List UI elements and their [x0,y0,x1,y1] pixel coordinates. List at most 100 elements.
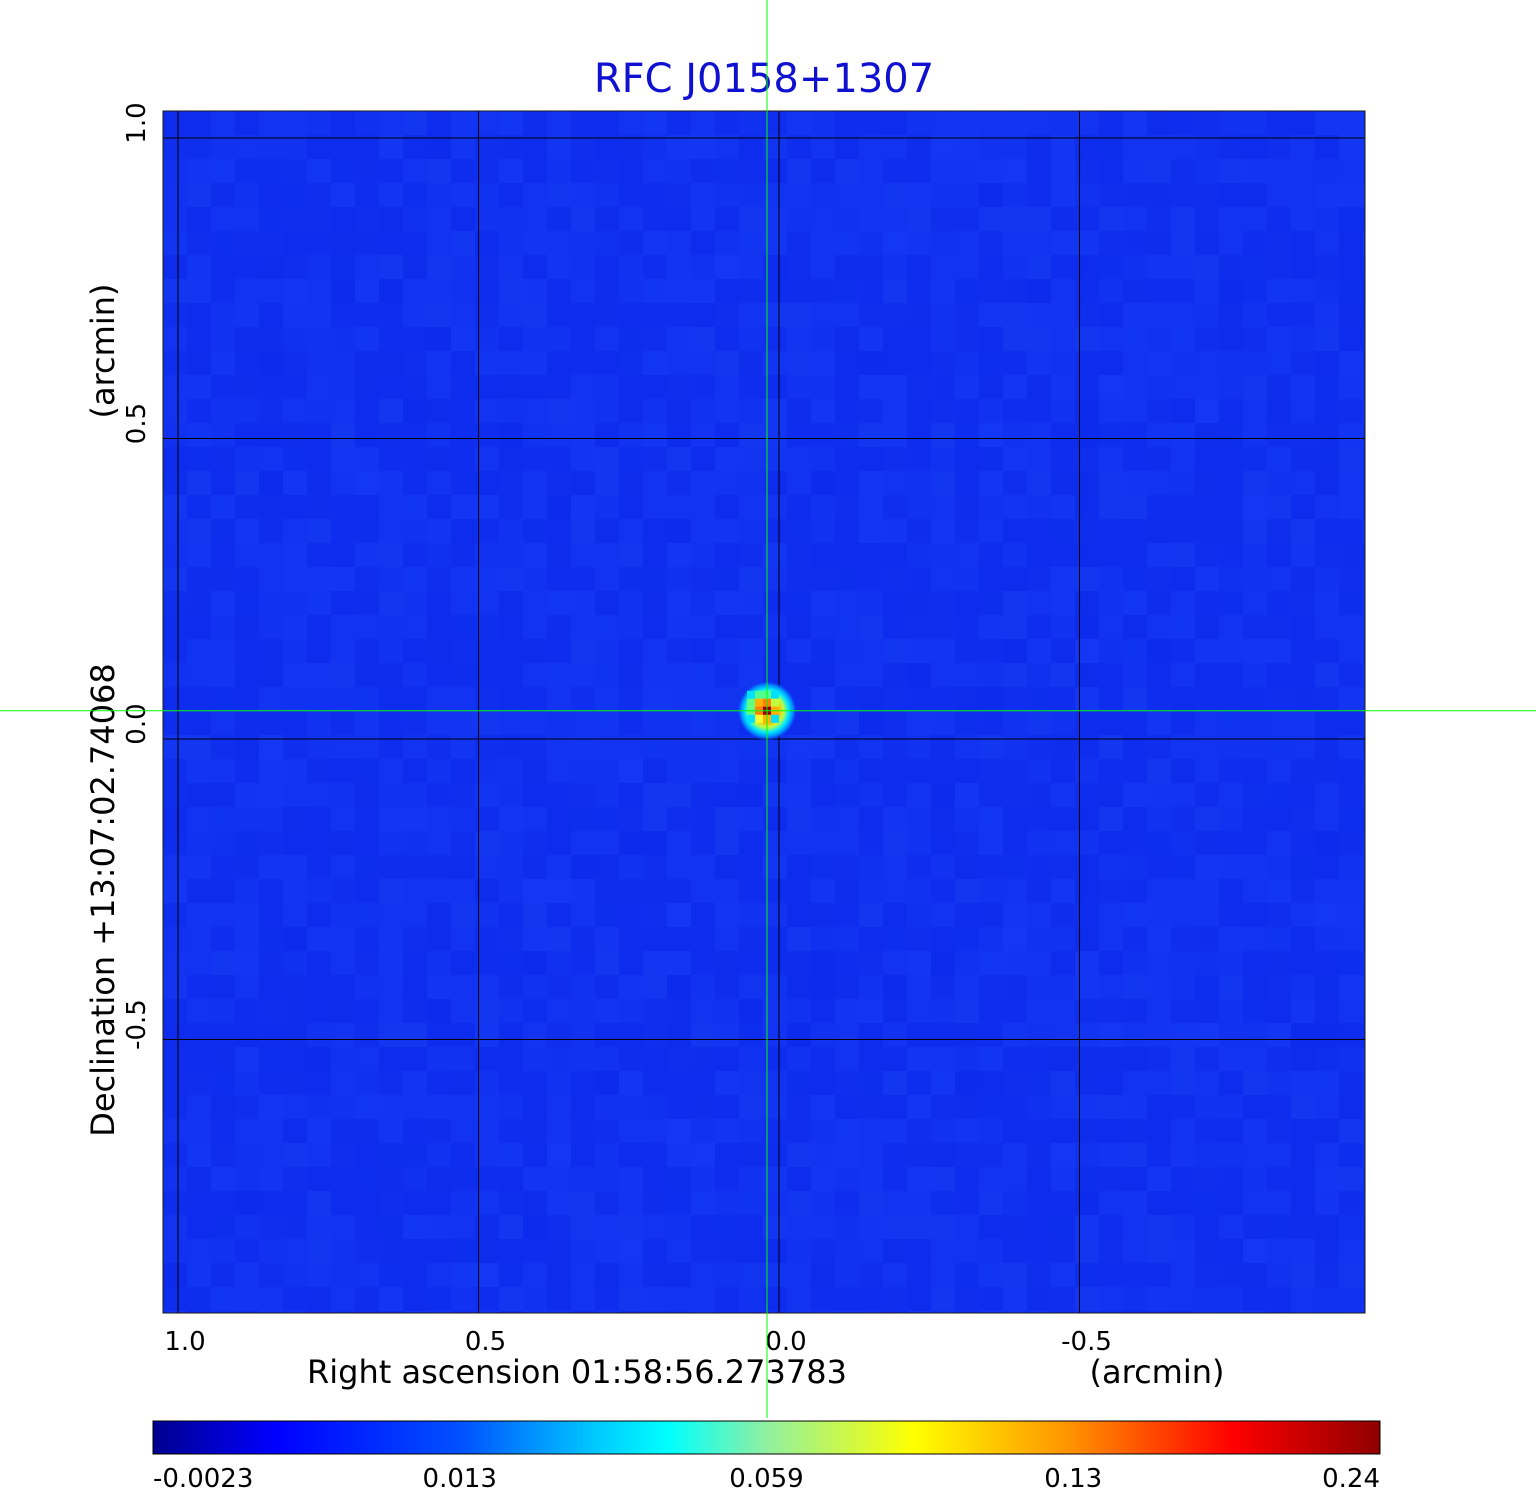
map-pixel [403,1287,427,1311]
map-pixel [1243,927,1267,951]
map-pixel [1315,927,1339,951]
map-pixel [379,639,403,663]
map-pixel [523,183,547,207]
map-pixel [1123,255,1147,279]
map-pixel [1003,1071,1027,1095]
map-pixel [1171,567,1195,591]
map-pixel [1051,495,1075,519]
map-pixel [1243,255,1267,279]
map-pixel [619,783,643,807]
map-pixel [355,1143,379,1167]
map-pixel [1291,375,1315,399]
map-pixel [1315,1239,1339,1263]
map-pixel [187,207,211,231]
map-pixel [355,111,379,135]
map-pixel [979,1191,1003,1215]
map-pixel [859,663,883,687]
map-pixel [307,543,331,567]
map-pixel [787,1311,811,1313]
map-pixel [1051,183,1075,207]
map-pixel [883,615,907,639]
map-pixel [787,927,811,951]
map-pixel [955,639,979,663]
map-pixel [523,711,547,735]
map-pixel [1219,639,1243,663]
map-pixel [883,927,907,951]
map-pixel [259,1263,283,1287]
map-pixel [1147,807,1171,831]
map-pixel [715,1047,739,1071]
map-pixel [715,135,739,159]
map-pixel [955,423,979,447]
map-pixel [1147,231,1171,255]
map-pixel [1243,831,1267,855]
map-pixel [547,783,571,807]
map-pixel [643,855,667,879]
map-pixel [1147,135,1171,159]
map-pixel [1195,687,1219,711]
map-pixel [331,663,355,687]
map-pixel [1027,423,1051,447]
map-pixel [739,567,763,591]
map-pixel [283,567,307,591]
map-pixel [739,183,763,207]
map-pixel [403,567,427,591]
map-pixel [571,447,595,471]
map-pixel [1195,783,1219,807]
map-pixel [907,999,931,1023]
map-pixel [163,567,187,591]
map-pixel [571,591,595,615]
map-pixel [1243,1191,1267,1215]
map-pixel [235,1047,259,1071]
map-pixel [1099,135,1123,159]
map-pixel [1291,543,1315,567]
map-pixel [235,327,259,351]
map-pixel [1291,879,1315,903]
map-pixel [1219,399,1243,423]
map-pixel [547,879,571,903]
map-pixel [643,639,667,663]
map-pixel [715,375,739,399]
map-pixel [1099,1047,1123,1071]
map-pixel [1243,471,1267,495]
map-pixel [1075,423,1099,447]
map-pixel [811,711,835,735]
map-pixel [739,447,763,471]
map-pixel [1219,1215,1243,1239]
map-pixel [1291,327,1315,351]
map-pixel [163,1215,187,1239]
map-pixel [1363,1071,1365,1095]
map-pixel [331,855,355,879]
map-pixel [523,663,547,687]
map-pixel [1291,111,1315,135]
map-pixel [619,1167,643,1191]
map-pixel [739,1047,763,1071]
map-pixel [619,111,643,135]
map-pixel [163,1167,187,1191]
map-pixel [907,567,931,591]
map-pixel [883,159,907,183]
map-pixel [1363,135,1365,159]
map-pixel [283,855,307,879]
map-pixel [379,759,403,783]
map-pixel [331,543,355,567]
map-pixel [1363,447,1365,471]
map-pixel [331,1215,355,1239]
map-pixel [907,855,931,879]
map-pixel [451,231,475,255]
map-pixel [187,711,211,735]
map-pixel [307,1215,331,1239]
map-pixel [1171,1287,1195,1311]
map-pixel [547,183,571,207]
map-pixel [1195,1047,1219,1071]
map-pixel [1051,303,1075,327]
map-pixel [1339,807,1363,831]
map-pixel [979,975,1003,999]
map-pixel [1171,807,1195,831]
map-pixel [1003,855,1027,879]
map-pixel [835,183,859,207]
map-pixel [1339,1119,1363,1143]
map-pixel [427,639,451,663]
map-pixel [787,1047,811,1071]
map-pixel [331,135,355,159]
